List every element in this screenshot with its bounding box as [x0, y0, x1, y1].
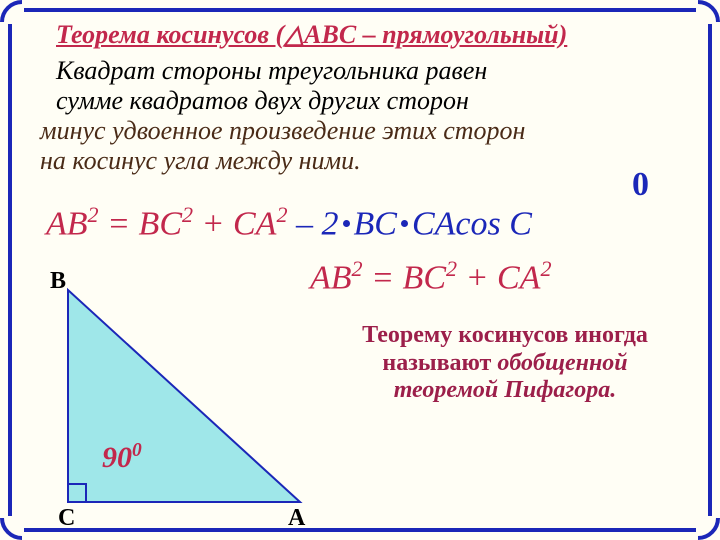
law-of-cosines-formula: AB2 = BC2 + CA2 – 2BCCAcos C: [46, 202, 532, 243]
angle-base: 90: [102, 441, 132, 474]
vertex-label-b: B: [50, 268, 66, 295]
note-line-1: Теорему косинусов иногда: [362, 322, 648, 348]
corner-tr: [696, 0, 720, 24]
body-line-1: Квадрат стороны треугольника равен: [56, 56, 487, 86]
corner-br: [696, 516, 720, 540]
right-angle-label: 900: [102, 440, 142, 475]
slide-title: Теорема косинусов (△ABC – прямоугольный): [56, 20, 567, 50]
body-line-4: на косинус угла между ними.: [40, 146, 361, 176]
vertex-label-c: C: [58, 505, 75, 532]
angle-sup: 0: [132, 440, 142, 461]
note-line-3: теоремой Пифагора.: [394, 377, 617, 403]
body-line-3: минус удвоенное произведение этих сторон: [40, 116, 525, 146]
corner-tl: [0, 0, 24, 24]
pythagoras-formula: AB2 = BC2 + CA2: [310, 256, 552, 297]
note-line-2a: называют: [382, 350, 497, 376]
note-line-2b: обобщенной: [497, 350, 627, 376]
zero-annotation: 0: [632, 166, 649, 204]
body-line-2: сумме квадратов двух других сторон: [56, 86, 469, 116]
vertex-label-a: A: [288, 505, 305, 532]
corner-bl: [0, 516, 24, 540]
note-block: Теорему косинусов иногда называют обобще…: [320, 322, 690, 405]
